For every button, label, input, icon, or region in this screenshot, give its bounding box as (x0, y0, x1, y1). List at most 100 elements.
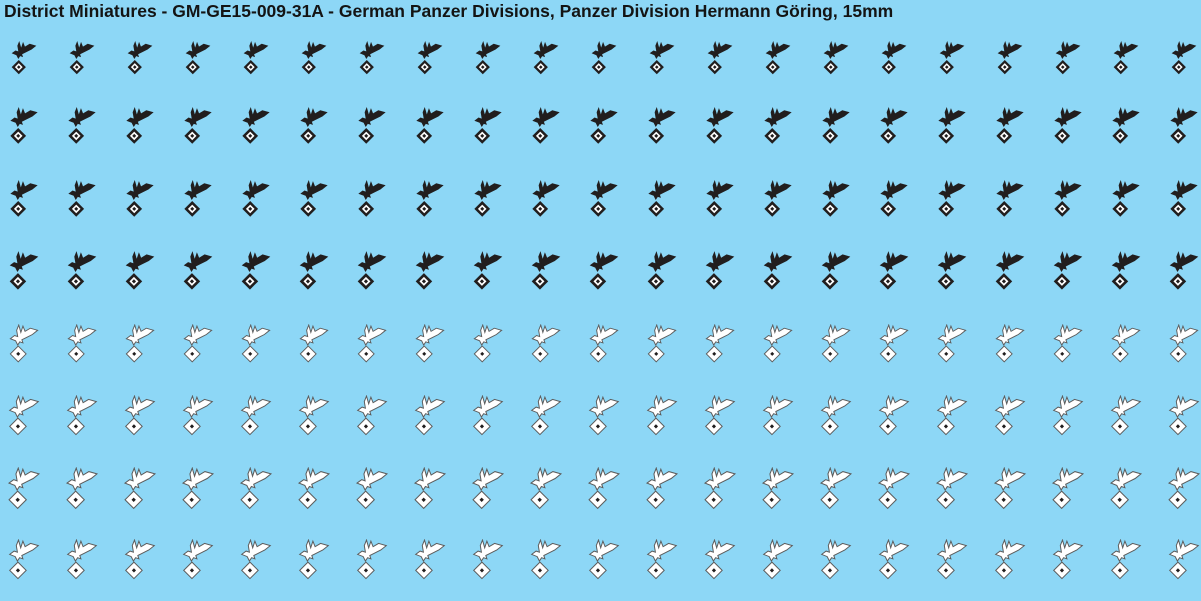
decal-shape (770, 206, 775, 211)
hermann-goering-diving-eagle-over-diamond-icon-white (646, 467, 679, 510)
hermann-goering-diving-eagle-over-diamond-icon-white (298, 395, 330, 436)
decal-shape (126, 107, 154, 127)
decal-shape (712, 351, 717, 356)
decal-shape (704, 395, 736, 418)
hermann-goering-diving-eagle-over-diamond-icon-black (532, 180, 560, 217)
hermann-goering-diving-eagle-over-diamond-icon-black (184, 180, 212, 217)
decal-shape (821, 324, 851, 346)
decal-shape (538, 206, 543, 211)
hermann-goering-diving-eagle-over-diamond-icon-black (416, 180, 444, 217)
hermann-goering-diving-eagle-over-diamond-icon-white (8, 395, 40, 436)
decal-shape (242, 180, 270, 200)
hermann-goering-diving-eagle-over-diamond-icon-white (1052, 395, 1084, 436)
decal-shape (299, 251, 329, 272)
hermann-goering-diving-eagle-over-diamond-icon-white (357, 324, 387, 363)
hermann-goering-diving-eagle-over-diamond-icon-white (1110, 467, 1143, 510)
decal-shape (646, 395, 678, 418)
decal-shape (68, 107, 96, 127)
hermann-goering-diving-eagle-over-diamond-icon-white (182, 539, 214, 580)
hermann-goering-diving-eagle-over-diamond-icon-white (530, 467, 563, 510)
decal-shape (762, 539, 794, 562)
decal-shape (1052, 539, 1084, 562)
hermann-goering-diving-eagle-over-diamond-icon-white (531, 324, 561, 363)
decal-shape (704, 467, 737, 492)
hermann-goering-diving-eagle-over-diamond-icon-white (704, 395, 736, 436)
hermann-goering-diving-eagle-over-diamond-icon-black (1112, 107, 1140, 144)
hermann-goering-diving-eagle-over-diamond-icon-white (66, 539, 98, 580)
hermann-goering-diving-eagle-over-diamond-icon-white (879, 324, 909, 363)
decal-shape (997, 40, 1023, 59)
decal-shape (472, 467, 505, 492)
decal-shape (764, 107, 792, 127)
hermann-goering-diving-eagle-over-diamond-icon-black (69, 40, 95, 75)
hermann-goering-diving-eagle-over-diamond-icon-white (821, 324, 851, 363)
decal-shape (936, 395, 968, 418)
decal-shape (356, 539, 388, 562)
decal-shape (878, 539, 910, 562)
decal-shape (415, 251, 445, 272)
decal-shape (654, 65, 659, 69)
decal-shape (653, 497, 658, 502)
decal-shape (763, 324, 793, 346)
hermann-goering-diving-eagle-over-diamond-icon-white (8, 467, 41, 510)
hermann-goering-diving-eagle-over-diamond-icon-white (356, 539, 388, 580)
hermann-goering-diving-eagle-over-diamond-icon-black (1169, 251, 1199, 290)
hermann-goering-diving-eagle-over-diamond-icon-white (936, 539, 968, 580)
decal-shape (474, 180, 502, 200)
decal-shape (936, 539, 968, 562)
decal-shape (416, 180, 444, 200)
decal-shape (305, 497, 310, 502)
decal-shape (1111, 251, 1141, 272)
hermann-goering-diving-eagle-over-diamond-icon-white (705, 324, 735, 363)
decal-shape (301, 40, 327, 59)
hermann-goering-diving-eagle-over-diamond-icon-black (1054, 107, 1082, 144)
hermann-goering-diving-eagle-over-diamond-icon-white (704, 467, 737, 510)
decal-shape (647, 251, 677, 272)
decal-shape (69, 40, 95, 59)
hermann-goering-diving-eagle-over-diamond-icon-white (1168, 539, 1200, 580)
decal-shape (474, 107, 502, 127)
decal-shape (531, 251, 561, 272)
decal-shape (1060, 351, 1065, 356)
hermann-goering-diving-eagle-over-diamond-icon-white (646, 539, 678, 580)
decal-shape (944, 65, 949, 69)
decal-shape (648, 180, 676, 200)
hermann-goering-diving-eagle-over-diamond-icon-black (996, 180, 1024, 217)
decal-shape (706, 180, 734, 200)
decal-shape (479, 497, 484, 502)
hermann-goering-diving-eagle-over-diamond-icon-white (472, 395, 504, 436)
decal-shape (182, 467, 215, 492)
hermann-goering-diving-eagle-over-diamond-icon-black (765, 40, 791, 75)
hermann-goering-diving-eagle-over-diamond-icon-black (879, 251, 909, 290)
decal-shape (705, 251, 735, 272)
hermann-goering-diving-eagle-over-diamond-icon-white (878, 467, 911, 510)
hermann-goering-diving-eagle-over-diamond-icon-white (356, 467, 389, 510)
decal-shape (1110, 539, 1142, 562)
decal-shape (67, 251, 97, 272)
decal-shape (1118, 65, 1123, 69)
decal-shape (414, 395, 446, 418)
decal-shape (589, 324, 619, 346)
decal-shape (944, 351, 949, 356)
hermann-goering-diving-eagle-over-diamond-icon-black (647, 251, 677, 290)
decal-shape (938, 107, 966, 127)
decal-shape (1059, 279, 1065, 284)
decal-shape (886, 133, 891, 138)
decal-shape (473, 324, 503, 346)
hermann-goering-diving-eagle-over-diamond-icon-white (472, 539, 504, 580)
decal-shape (530, 539, 562, 562)
hermann-goering-diving-eagle-over-diamond-icon-black (242, 180, 270, 217)
decal-shape (588, 539, 620, 562)
hermann-goering-diving-eagle-over-diamond-icon-white (588, 467, 621, 510)
hermann-goering-diving-eagle-over-diamond-icon-black (417, 40, 443, 75)
decal-shape (1168, 539, 1200, 562)
hermann-goering-diving-eagle-over-diamond-icon-black (707, 40, 733, 75)
hermann-goering-diving-eagle-over-diamond-icon-white (995, 324, 1025, 363)
decal-shape (125, 324, 155, 346)
sheet-title: District Miniatures - GM-GE15-009-31A - … (4, 1, 894, 21)
decal-shape (595, 497, 600, 502)
decal-shape (822, 180, 850, 200)
decal-shape (1117, 497, 1122, 502)
decal-shape (647, 324, 677, 346)
